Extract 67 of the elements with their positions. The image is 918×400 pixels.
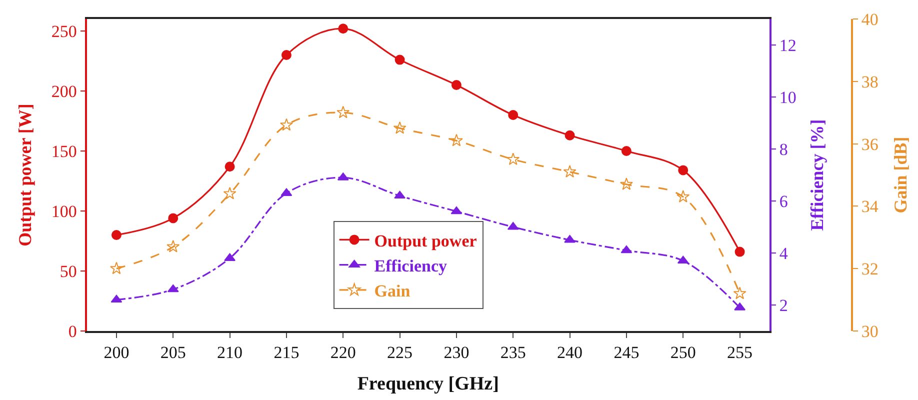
y3-tick-label: 40 [861, 10, 878, 29]
point [168, 213, 178, 224]
x-tick-label: 240 [557, 343, 583, 362]
y3-tick-label: 34 [861, 197, 879, 216]
y-tick-label: 150 [51, 142, 77, 161]
point [167, 284, 179, 292]
point [110, 262, 123, 274]
point [508, 110, 518, 120]
y3-axis-title: Gain [dB] [890, 136, 910, 214]
point [506, 152, 520, 165]
point [451, 80, 462, 90]
point [166, 240, 180, 252]
x-tick-label: 230 [444, 343, 470, 362]
y-axis-title: Output power [W] [15, 104, 36, 246]
point [224, 162, 235, 172]
point [280, 118, 293, 131]
y2-tick-label: 12 [779, 36, 796, 55]
y2-axis-title: Efficiency [%] [807, 119, 827, 231]
point [620, 178, 633, 190]
point [734, 246, 745, 257]
y2-tick-label: 6 [779, 192, 788, 211]
point [110, 294, 122, 303]
x-tick-label: 235 [500, 343, 526, 362]
y-tick-label: 100 [51, 202, 77, 221]
y-tick-label: 0 [68, 322, 77, 341]
x-tick-label: 215 [274, 343, 300, 362]
point [393, 121, 406, 134]
x-tick-label: 225 [387, 343, 413, 362]
y3-tick-label: 30 [861, 322, 878, 341]
point [677, 256, 689, 264]
x-axis-title: Frequency [GHz] [357, 373, 499, 394]
point [450, 134, 463, 146]
y2-tick-label: 10 [779, 88, 796, 107]
y3-tick-label: 38 [861, 72, 878, 92]
point [563, 165, 576, 178]
y2-tick-label: 4 [779, 244, 788, 263]
x-tick-label: 245 [614, 343, 640, 362]
point [223, 186, 236, 200]
x-tick-label: 210 [217, 343, 243, 362]
point [676, 190, 690, 202]
y-tick-label: 200 [51, 82, 77, 101]
point [678, 165, 688, 176]
point [564, 130, 575, 140]
y-tick-label: 250 [51, 22, 77, 41]
point [111, 230, 122, 240]
point [620, 245, 632, 254]
y3-tick-label: 32 [861, 260, 878, 279]
x-tick-label: 220 [330, 343, 356, 362]
x-tick-label: 250 [670, 343, 696, 362]
y2-tick-label: 2 [779, 296, 788, 315]
legend-label: Efficiency [374, 256, 448, 276]
x-tick-label: 205 [160, 343, 186, 362]
point [336, 106, 350, 118]
point [394, 54, 405, 65]
x-tick-label: 255 [727, 343, 753, 362]
y3-tick-label: 36 [861, 134, 878, 154]
point [281, 50, 292, 60]
legend-label: Output power [374, 231, 478, 250]
y-tick-label: 50 [60, 262, 77, 281]
point [621, 146, 632, 156]
point [338, 24, 348, 34]
y2-tick-label: 8 [779, 140, 788, 159]
point [394, 190, 406, 199]
point [450, 206, 462, 214]
point [733, 286, 746, 300]
x-tick-label: 200 [104, 343, 130, 362]
legend-label: Gain [374, 282, 411, 301]
